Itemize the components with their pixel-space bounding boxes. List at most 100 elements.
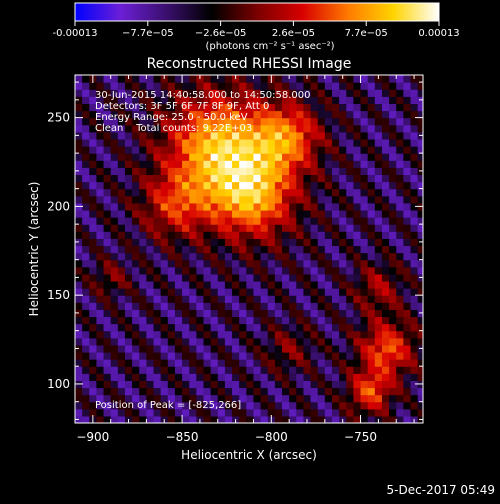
heatmap-cell bbox=[239, 110, 247, 119]
heatmap-cell bbox=[331, 316, 340, 325]
heatmap-cell bbox=[196, 309, 205, 318]
heatmap-cell bbox=[96, 309, 105, 318]
heatmap-cell bbox=[389, 394, 397, 403]
heatmap-cell bbox=[196, 316, 205, 325]
heatmap-cell bbox=[110, 366, 119, 374]
heatmap-cell bbox=[260, 209, 269, 218]
heatmap-cell bbox=[381, 188, 390, 197]
heatmap-cell bbox=[396, 188, 404, 197]
heatmap-cell bbox=[232, 117, 240, 126]
heatmap-cell bbox=[389, 366, 397, 374]
heatmap-cell bbox=[246, 359, 255, 367]
heatmap-cell bbox=[296, 387, 305, 396]
heatmap-cell bbox=[167, 131, 176, 140]
heatmap-cell bbox=[381, 202, 390, 211]
heatmap-cell bbox=[153, 188, 162, 197]
heatmap-cell bbox=[367, 174, 376, 183]
heatmap-cell bbox=[317, 167, 326, 176]
heatmap-cell bbox=[110, 316, 119, 325]
heatmap-cell bbox=[339, 96, 347, 105]
heatmap-cell bbox=[389, 280, 397, 289]
heatmap-cell bbox=[403, 380, 412, 389]
heatmap-cell bbox=[360, 401, 369, 410]
heatmap-cell bbox=[246, 323, 255, 332]
heatmap-cell bbox=[224, 231, 233, 239]
heatmap-cell bbox=[310, 75, 319, 83]
heatmap-cell bbox=[232, 82, 240, 90]
heatmap-cell bbox=[160, 316, 169, 325]
heatmap-cell bbox=[331, 408, 340, 417]
heatmap-cell bbox=[374, 124, 383, 133]
heatmap-cell bbox=[124, 252, 133, 261]
heatmap-cell bbox=[139, 138, 147, 147]
heatmap-cell bbox=[267, 181, 276, 190]
heatmap-cell bbox=[346, 82, 354, 90]
heatmap-cell bbox=[253, 217, 262, 225]
heatmap-cell bbox=[367, 401, 376, 410]
heatmap-cell bbox=[110, 131, 119, 140]
heatmap-cell bbox=[403, 188, 412, 197]
heatmap-cell bbox=[346, 138, 354, 147]
heatmap-cell bbox=[389, 188, 397, 197]
heatmap-cell bbox=[410, 231, 419, 239]
heatmap-cell bbox=[303, 408, 312, 417]
heatmap-cell bbox=[167, 380, 176, 389]
heatmap-cell bbox=[196, 181, 205, 190]
heatmap-cell bbox=[232, 394, 240, 403]
heatmap-cell bbox=[353, 380, 362, 389]
heatmap-cell bbox=[360, 231, 369, 239]
heatmap-cell bbox=[82, 351, 90, 360]
heatmap-cell bbox=[160, 188, 169, 197]
heatmap-cell bbox=[196, 394, 205, 403]
heatmap-cell bbox=[339, 217, 347, 225]
heatmap-cell bbox=[103, 96, 112, 105]
heatmap-cell bbox=[103, 138, 112, 147]
heatmap-cell bbox=[246, 217, 255, 225]
heatmap-cell bbox=[253, 117, 262, 126]
heatmap-cell bbox=[417, 188, 423, 197]
heatmap-cell bbox=[96, 401, 105, 410]
heatmap-cell bbox=[174, 96, 183, 105]
heatmap-cell bbox=[217, 167, 226, 176]
heatmap-cell bbox=[210, 238, 219, 247]
heatmap-cell bbox=[324, 224, 333, 232]
heatmap-cell bbox=[96, 131, 105, 140]
heatmap-cell bbox=[89, 89, 98, 97]
heatmap-cell bbox=[360, 280, 369, 289]
heatmap-cell bbox=[374, 174, 383, 183]
heatmap-cell bbox=[310, 153, 319, 161]
heatmap-cell bbox=[346, 387, 354, 396]
heatmap-cell bbox=[374, 146, 383, 154]
heatmap-cell bbox=[282, 316, 290, 325]
heatmap-cell bbox=[75, 351, 83, 360]
heatmap-cell bbox=[110, 153, 119, 161]
heatmap-cell bbox=[303, 103, 312, 112]
heatmap-cell bbox=[89, 273, 98, 282]
heatmap-cell bbox=[289, 366, 297, 374]
heatmap-cell bbox=[346, 415, 354, 423]
heatmap-cell bbox=[75, 103, 83, 112]
heatmap-cell bbox=[89, 302, 98, 310]
heatmap-cell bbox=[324, 124, 333, 133]
heatmap-cell bbox=[182, 415, 190, 423]
heatmap-cell bbox=[381, 75, 390, 83]
heatmap-cell bbox=[346, 288, 354, 296]
heatmap-cell bbox=[210, 89, 219, 97]
heatmap-cell bbox=[239, 330, 247, 339]
heatmap-cell bbox=[367, 231, 376, 239]
heatmap-cell bbox=[196, 337, 205, 346]
colorbar-gradient bbox=[74, 2, 440, 22]
heatmap-cell bbox=[232, 280, 240, 289]
heatmap-cell bbox=[282, 188, 290, 197]
heatmap-cell bbox=[103, 273, 112, 282]
heatmap-cell bbox=[296, 323, 305, 332]
heatmap-cell bbox=[274, 266, 283, 275]
heatmap-cell bbox=[132, 103, 140, 112]
heatmap-cell bbox=[174, 217, 183, 225]
heatmap-cell bbox=[75, 252, 83, 261]
heatmap-cell bbox=[253, 75, 262, 83]
heatmap-cell bbox=[289, 138, 297, 147]
heatmap-cell bbox=[210, 96, 219, 105]
heatmap-cell bbox=[232, 231, 240, 239]
heatmap-cell bbox=[124, 259, 133, 268]
